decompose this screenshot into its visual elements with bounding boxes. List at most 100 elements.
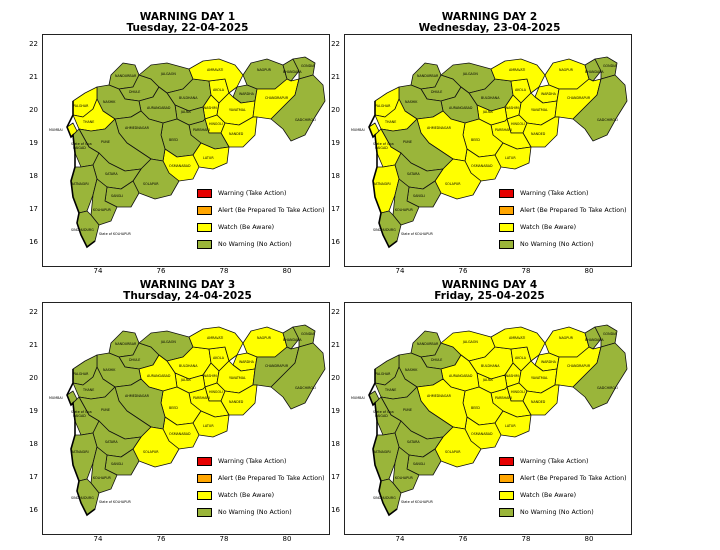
district-label: NASHIK: [405, 100, 418, 104]
lat-tick-label: 18: [331, 440, 340, 448]
legend-label: Alert (Be Prepared To Take Action): [218, 207, 325, 214]
district-label: BEED: [169, 138, 178, 142]
map-frame: DHULE JALGAON NANDURBAR AMRAVATI NAGPUR GONDI…: [42, 34, 330, 267]
district-label: SATARA: [407, 440, 420, 444]
district-label: NANDURBAR: [115, 74, 137, 78]
district-bhandara: [584, 326, 602, 350]
district-label: THANE: [384, 388, 396, 392]
district-label: CHANDRAPUR: [567, 364, 591, 368]
legend-label: No Warning (No Action): [520, 241, 594, 248]
district-label: BULDHANA: [179, 364, 198, 368]
legend-label: Warning (Take Action): [520, 190, 589, 197]
lon-tick-label: 76: [156, 535, 166, 543]
district-label: KOLHAPUR: [93, 476, 112, 480]
district-label: BULDHANA: [481, 96, 500, 100]
map-panel-day-2: WARNING DAY 2 Wednesday, 23-04-2025 DHUL…: [317, 12, 662, 282]
district-gadchiroli: [572, 74, 628, 142]
panel-title: WARNING DAY 2: [441, 11, 538, 23]
legend-swatch: [499, 474, 514, 483]
legend-swatch: [499, 457, 514, 466]
district-label: NAGPUR: [559, 336, 574, 340]
map-panel-day-1: WARNING DAY 1 Tuesday, 22-04-2025 DHULE J…: [15, 12, 360, 282]
district-label: WARDHA: [239, 360, 255, 364]
district-label: JALGAON: [160, 72, 176, 76]
district-label: LATUR: [505, 424, 516, 428]
district-label: NANDURBAR: [417, 74, 439, 78]
legend-label: Alert (Be Prepared To Take Action): [520, 475, 627, 482]
district-gadchiroli: [572, 342, 628, 410]
district-label: SATARA: [105, 440, 118, 444]
map-note: State of KOLHAPUR: [99, 232, 132, 236]
legend-label: No Warning (No Action): [218, 241, 292, 248]
district-label: SANGLI: [413, 194, 425, 198]
district-label: NANDED: [229, 400, 244, 404]
lat-tick-label: 22: [331, 40, 340, 48]
district-label: YAVATMAL: [531, 376, 548, 380]
legend-label: Watch (Be Aware): [218, 224, 275, 231]
district-label: AHMEDNAGAR: [125, 126, 150, 130]
map-panel-day-4: WARNING DAY 4 Friday, 25-04-2025 DHULE JA…: [317, 280, 662, 550]
district-label: NAGPUR: [257, 68, 272, 72]
district-label: RATNAGIRI: [71, 450, 89, 454]
district-label: RAIGAD: [73, 146, 86, 150]
map-note: State of Goa: [373, 410, 394, 414]
district-label: WARDHA: [541, 360, 557, 364]
lat-tick-label: 22: [331, 308, 340, 316]
district-label: GONDIA: [301, 64, 315, 68]
map-frame: DHULE JALGAON NANDURBAR AMRAVATI NAGPUR GONDI…: [42, 302, 330, 535]
lat-tick-label: 17: [331, 205, 340, 213]
district-label: PALGHAR: [73, 104, 89, 108]
district-label: BULDHANA: [179, 96, 198, 100]
district-label: NAGPUR: [257, 336, 272, 340]
district-label: AHMEDNAGAR: [427, 394, 452, 398]
district-label: THANE: [82, 388, 94, 392]
district-latur: [494, 410, 532, 438]
district-label: NANDED: [531, 400, 546, 404]
district-label: LATUR: [505, 156, 516, 160]
district-map: DHULE JALGAON NANDURBAR AMRAVATI NAGPUR GONDI…: [351, 324, 628, 517]
panel-date: Tuesday, 22-04-2025: [126, 22, 249, 34]
district-label: MUMBAI: [49, 128, 63, 132]
district-label: NANDED: [229, 132, 244, 136]
district-label: WASHIM: [505, 106, 519, 110]
lat-tick-label: 19: [331, 407, 340, 415]
district-label: CHANDRAPUR: [567, 96, 591, 100]
district-label: YAVATMAL: [229, 108, 246, 112]
district-label: BHANDARA: [585, 70, 604, 74]
lat-tick-label: 17: [331, 473, 340, 481]
lon-tick-label: 76: [458, 535, 468, 543]
district-label: AKOLA: [213, 356, 225, 360]
district-label: HINGOLI: [209, 122, 223, 126]
lat-tick-label: 16: [331, 506, 340, 514]
lat-tick-label: 19: [29, 407, 38, 415]
district-map: DHULE JALGAON NANDURBAR AMRAVATI NAGPUR GONDI…: [351, 56, 628, 249]
district-label: GONDIA: [603, 332, 617, 336]
district-label: NASHIK: [405, 368, 418, 372]
district-label: BEED: [471, 406, 480, 410]
district-label: PARBHANI: [193, 396, 210, 400]
district-label: CHANDRAPUR: [265, 96, 289, 100]
district-label: RATNAGIRI: [71, 182, 89, 186]
district-label: RAIGAD: [375, 146, 388, 150]
legend-swatch: [197, 206, 212, 215]
district-label: KOLHAPUR: [395, 476, 414, 480]
coastline: [368, 369, 398, 517]
legend-label: Alert (Be Prepared To Take Action): [218, 475, 325, 482]
lat-tick-label: 18: [331, 172, 340, 180]
district-label: PALGHAR: [375, 104, 391, 108]
district-label: YAVATMAL: [229, 376, 246, 380]
district-label: MUMBAI: [49, 396, 63, 400]
lon-tick-label: 80: [282, 535, 292, 543]
district-label: PALGHAR: [375, 372, 391, 376]
lon-tick-label: 74: [93, 535, 103, 543]
legend-label: No Warning (No Action): [520, 509, 594, 516]
district-label: PUNE: [101, 408, 110, 412]
district-label: NANDED: [531, 132, 546, 136]
district-label: WASHIM: [203, 106, 217, 110]
legend-label: No Warning (No Action): [218, 509, 292, 516]
district-label: PUNE: [403, 140, 412, 144]
district-label: WARDHA: [239, 92, 255, 96]
district-label: RAIGAD: [73, 414, 86, 418]
district-label: KOLHAPUR: [395, 208, 414, 212]
district-label: HINGOLI: [511, 390, 525, 394]
